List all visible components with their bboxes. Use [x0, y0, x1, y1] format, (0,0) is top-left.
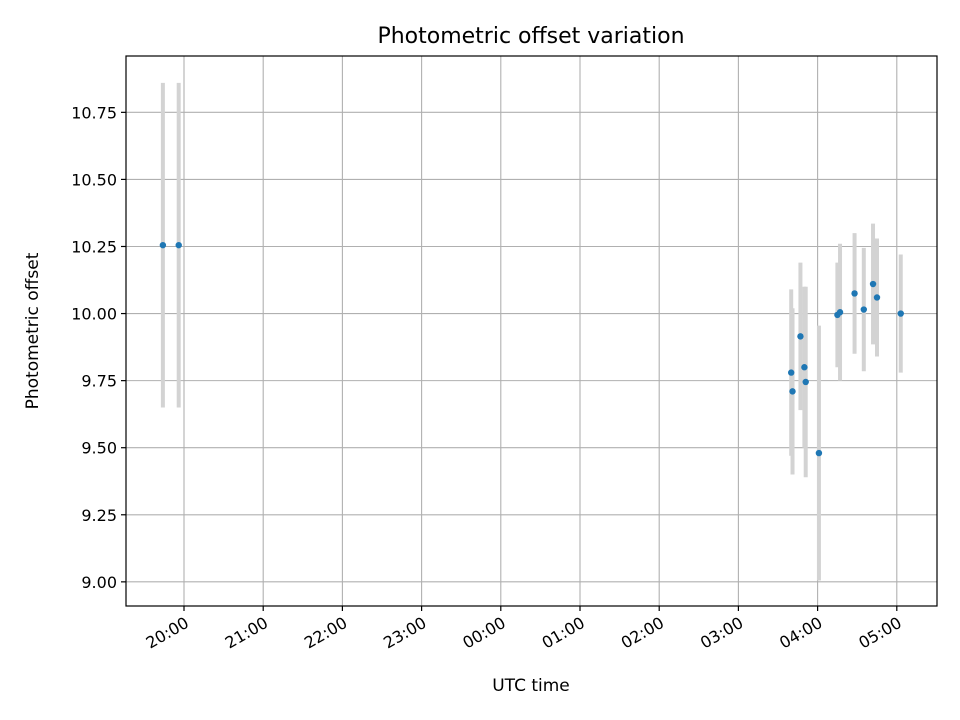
x-tick-label: 04:00 — [776, 613, 825, 653]
data-point — [836, 309, 844, 316]
x-tick-label: 05:00 — [855, 613, 904, 653]
y-tick-label: 10.00 — [71, 305, 117, 324]
data-point — [788, 369, 795, 376]
x-tick-label: 01:00 — [539, 613, 588, 653]
x-axis-label: UTC time — [492, 676, 570, 696]
tick-layer: 20:00 21:00 22:00 23:00 00:00 01:00 02:00 03:00… — [71, 103, 905, 652]
x-tick-label: 20:00 — [143, 613, 192, 653]
data-point — [851, 290, 858, 297]
data-point — [815, 449, 823, 457]
y-tick-label: 9.75 — [81, 372, 117, 391]
point-layer — [159, 241, 904, 457]
data-point — [801, 364, 808, 371]
grid-layer — [126, 56, 937, 606]
x-tick-label: 00:00 — [459, 613, 508, 653]
x-tick-label: 03:00 — [697, 613, 746, 653]
plot-frame — [125, 55, 938, 607]
data-point — [873, 294, 881, 301]
y-tick-label: 10.75 — [71, 103, 117, 122]
y-tick-label: 10.25 — [71, 237, 117, 256]
y-axis-label: Photometric offset — [23, 252, 43, 409]
data-point — [175, 241, 182, 249]
data-point — [860, 306, 867, 313]
data-point — [897, 310, 904, 317]
y-tick-label: 10.50 — [71, 170, 117, 189]
chart-title: Photometric offset variation — [377, 24, 684, 49]
data-point — [797, 333, 804, 340]
data-point — [869, 280, 877, 288]
data-point — [159, 241, 167, 249]
y-tick-label: 9.50 — [81, 439, 117, 458]
x-tick-label: 22:00 — [301, 613, 350, 653]
x-tick-label: 02:00 — [618, 613, 667, 653]
y-tick-label: 9.00 — [81, 573, 117, 592]
x-tick-label: 23:00 — [380, 613, 429, 653]
data-point — [802, 378, 809, 386]
data-point — [789, 388, 796, 395]
y-tick-label: 9.25 — [81, 506, 117, 525]
errorbar-layer — [160, 82, 903, 581]
x-tick-label: 21:00 — [222, 613, 271, 653]
